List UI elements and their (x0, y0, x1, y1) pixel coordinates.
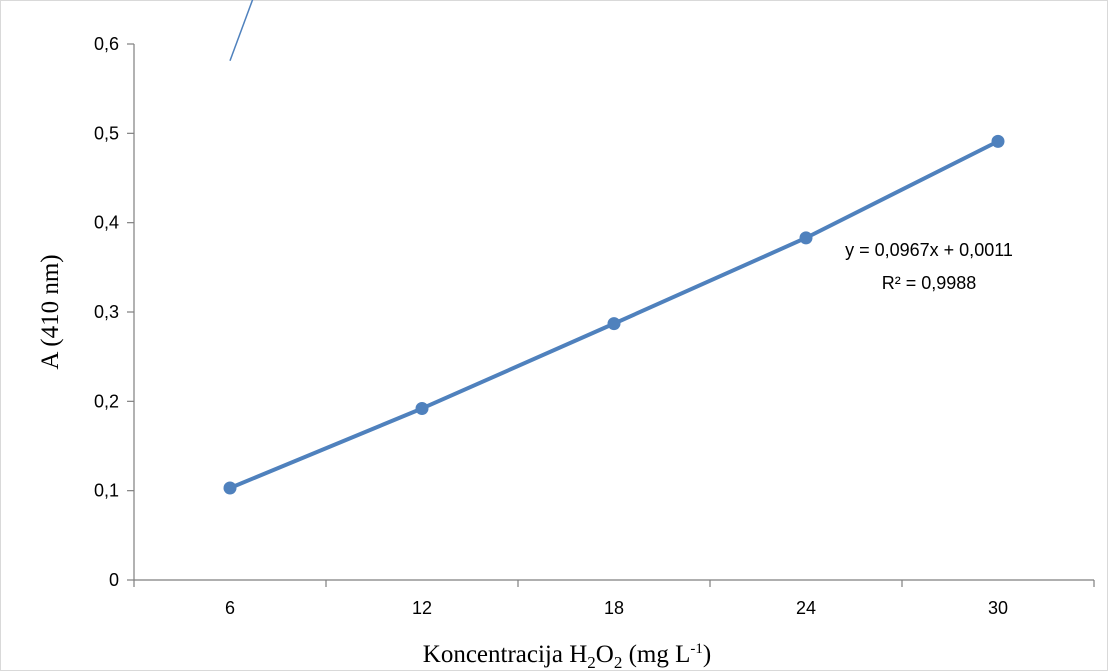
x-tick-label: 18 (604, 598, 624, 618)
y-axis-title: A (410 nm) (37, 254, 64, 369)
data-point (415, 401, 429, 415)
x-axis-title-main: Koncentracija H (423, 641, 588, 668)
x-axis-title-sub2: 2 (614, 653, 623, 671)
data-point (607, 317, 621, 331)
x-axis-title: Koncentracija H2O2 (mg L-1) (423, 641, 711, 671)
series-line (229, 139, 999, 490)
x-axis-title-close: ) (703, 641, 711, 668)
y-tick-label: 0,2 (94, 391, 119, 411)
x-axis-title-sub1: 2 (587, 653, 596, 671)
data-point (799, 231, 813, 245)
y-tick-label: 0 (109, 570, 119, 590)
x-axis-title-unit: (mg L (622, 641, 690, 668)
data-markers (223, 134, 1005, 495)
x-tick-label: 30 (988, 598, 1008, 618)
data-point (223, 481, 237, 495)
trendline-equation: y = 0,0967x + 0,0011 (845, 240, 1013, 260)
x-axis-title-sup: -1 (690, 641, 703, 657)
x-axis-title-mid: O (596, 641, 614, 668)
y-tick-label: 0,6 (94, 34, 119, 54)
x-tick-label: 6 (225, 598, 235, 618)
y-tick-label: 0,4 (94, 213, 119, 233)
trendline (229, 0, 254, 61)
data-series (229, 139, 999, 490)
trendline-r-squared: R² = 0,9988 (882, 273, 977, 293)
x-axis-ticks: 6 12 18 24 30 (133, 580, 1095, 618)
y-tick-label: 0,1 (94, 481, 119, 501)
y-tick-label: 0,3 (94, 302, 119, 322)
y-tick-label: 0,5 (94, 123, 119, 143)
x-tick-label: 12 (412, 598, 432, 618)
y-axis-ticks: 0 0,1 0,2 0,3 0,4 0,5 0,6 (94, 34, 134, 590)
x-tick-label: 24 (796, 598, 816, 618)
data-point (991, 134, 1005, 148)
